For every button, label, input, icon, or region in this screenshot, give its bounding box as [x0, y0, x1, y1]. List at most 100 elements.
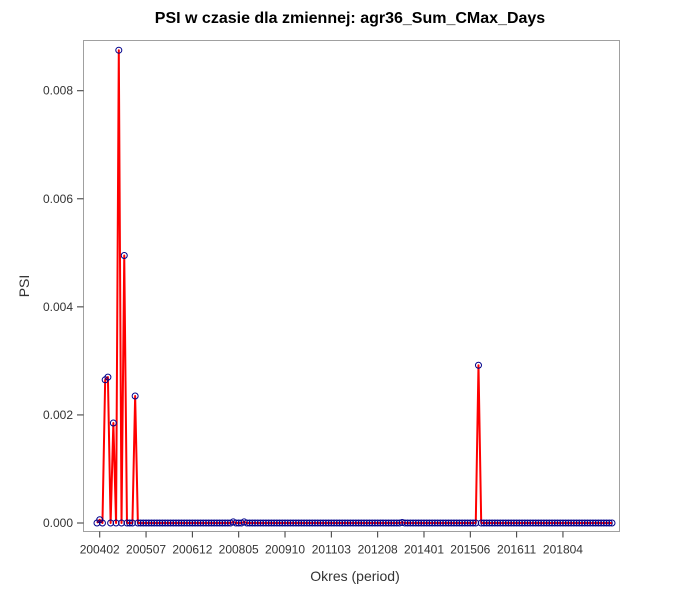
data-point-marker [153, 519, 161, 527]
data-point-marker [548, 519, 556, 527]
data-point-marker [289, 519, 297, 527]
data-point-marker [346, 519, 354, 527]
data-point-marker [409, 519, 417, 527]
data-point-marker [499, 519, 507, 527]
data-point-marker [150, 519, 158, 527]
data-point-marker [186, 519, 194, 527]
data-point-marker [404, 519, 412, 527]
data-point-marker [532, 519, 540, 527]
data-point-marker [256, 519, 264, 527]
data-point-marker [382, 519, 390, 527]
chart-title: PSI w czasie dla zmiennej: agr36_Sum_CMa… [154, 10, 546, 27]
data-point-marker [251, 519, 259, 527]
data-point-marker [134, 519, 142, 527]
data-point-marker [112, 519, 120, 527]
data-point-marker [314, 519, 322, 527]
data-point-marker [207, 519, 215, 527]
data-point-marker [311, 519, 319, 527]
x-tick-label: 201208 [358, 543, 398, 557]
data-point-marker [254, 519, 262, 527]
x-tick-label: 201401 [404, 543, 444, 557]
data-point-marker [344, 519, 352, 527]
data-point-marker [262, 519, 270, 527]
data-point-marker [393, 519, 401, 527]
data-point-marker [417, 519, 425, 527]
data-point-marker [109, 419, 117, 427]
data-point-marker [139, 519, 147, 527]
data-point-marker [128, 519, 136, 527]
data-point-marker [276, 519, 284, 527]
data-point-marker [98, 519, 106, 527]
psi-series-line [96, 49, 612, 524]
data-point-marker [461, 519, 469, 527]
data-point-marker [333, 519, 341, 527]
y-tick-label: 0.004 [43, 300, 73, 314]
data-point-marker [300, 519, 308, 527]
data-point-marker [431, 519, 439, 527]
data-point-marker [156, 519, 164, 527]
data-point-marker [142, 519, 150, 527]
data-point-marker [161, 519, 169, 527]
data-point-marker [360, 519, 368, 527]
data-point-marker [243, 519, 251, 527]
data-point-marker [597, 519, 605, 527]
data-point-marker [605, 519, 613, 527]
data-point-marker [319, 519, 327, 527]
data-point-marker [608, 519, 616, 527]
data-point-marker [395, 519, 403, 527]
series-psi [93, 46, 616, 527]
data-point-marker [455, 519, 463, 527]
data-point-marker [420, 519, 428, 527]
x-tick-label: 201506 [450, 543, 490, 557]
data-point-marker [425, 519, 433, 527]
data-point-marker [589, 519, 597, 527]
data-point-marker [485, 519, 493, 527]
data-point-marker [352, 519, 360, 527]
data-point-marker [202, 519, 210, 527]
data-point-marker [540, 519, 548, 527]
data-point-marker [488, 519, 496, 527]
data-point-marker [115, 46, 123, 54]
data-point-marker [295, 519, 303, 527]
data-point-marker [434, 519, 442, 527]
data-point-marker [221, 519, 229, 527]
data-point-marker [458, 519, 466, 527]
data-point-marker [428, 519, 436, 527]
data-point-marker [436, 519, 444, 527]
data-point-marker [164, 519, 172, 527]
data-point-marker [594, 519, 602, 527]
data-point-marker [265, 519, 273, 527]
data-point-marker [491, 519, 499, 527]
data-point-marker [510, 519, 518, 527]
data-point-marker [518, 519, 526, 527]
data-point-marker [483, 519, 491, 527]
data-point-marker [107, 519, 115, 527]
data-point-marker [567, 519, 575, 527]
data-point-marker [259, 519, 267, 527]
data-point-marker [564, 519, 572, 527]
data-point-marker [545, 519, 553, 527]
data-point-marker [502, 519, 510, 527]
x-tick-label: 201103 [312, 543, 351, 557]
plot-frame [83, 40, 620, 532]
data-point-marker [145, 519, 153, 527]
data-point-marker [573, 519, 581, 527]
x-axis: 200402 200507 200612 200805 200910 201103 2012… [80, 531, 583, 557]
data-point-marker [406, 519, 414, 527]
data-point-marker [551, 519, 559, 527]
data-point-marker [507, 519, 515, 527]
data-point-marker [175, 519, 183, 527]
data-point-marker [325, 519, 333, 527]
data-point-marker [447, 519, 455, 527]
data-point-marker [556, 519, 564, 527]
data-point-marker [158, 519, 166, 527]
data-point-marker [336, 519, 344, 527]
data-point-marker [306, 519, 314, 527]
data-point-marker [172, 519, 180, 527]
data-point-marker [297, 519, 305, 527]
data-point-marker [278, 519, 286, 527]
data-point-marker [570, 519, 578, 527]
data-point-marker [308, 519, 316, 527]
data-point-marker [439, 519, 447, 527]
data-point-marker [387, 519, 395, 527]
